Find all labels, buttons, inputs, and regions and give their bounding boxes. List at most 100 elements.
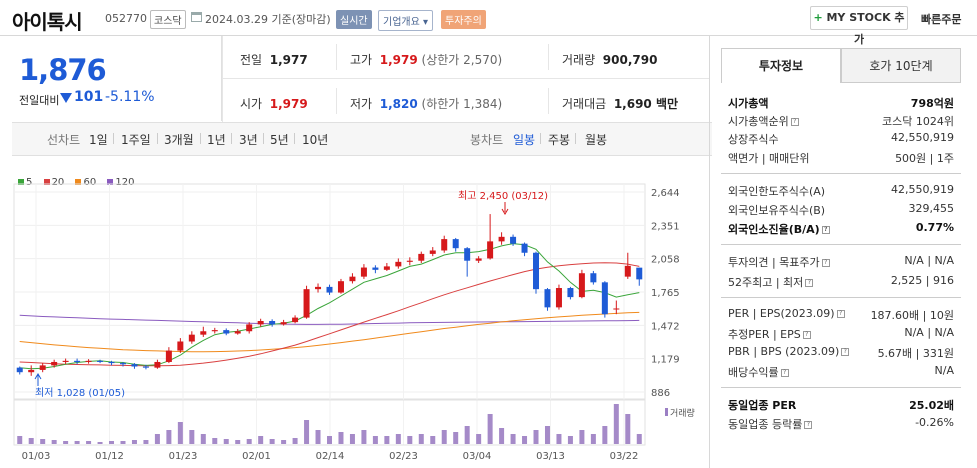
volume-bar xyxy=(166,430,172,444)
volume-bar xyxy=(544,426,550,444)
candle-body xyxy=(142,366,149,368)
ma-legend: 5 20 60 120 xyxy=(18,177,143,188)
volume-bar xyxy=(522,436,528,444)
y-tick-label: 1,765 xyxy=(651,288,680,299)
candle-weekly[interactable]: 주봉 xyxy=(548,133,571,147)
candle-body xyxy=(475,258,482,261)
candle-body xyxy=(601,282,608,315)
volume-bar xyxy=(28,438,34,444)
volume-pane xyxy=(13,399,646,446)
candle-body xyxy=(349,276,356,282)
volume-bar xyxy=(349,434,355,444)
volume-bar xyxy=(131,440,137,444)
volume-bar xyxy=(567,436,573,444)
add-mystock-label: MY STOCK 추가 xyxy=(826,11,905,46)
period-sep xyxy=(113,133,114,144)
low-annotation: 최저 1,028 (01/05) xyxy=(35,387,125,399)
x-tick-label: 02/01 xyxy=(242,451,271,462)
candle-body xyxy=(257,321,264,325)
volume-bar xyxy=(625,414,631,444)
candle-body xyxy=(510,236,517,244)
candle-body xyxy=(498,236,505,242)
legend-ma5: 5 xyxy=(18,177,32,188)
period-sep xyxy=(540,133,541,144)
stock-chart[interactable]: 2,644 2,351 2,058 1,765 1,472 1,179 886 거래량 01… xyxy=(0,160,710,468)
prev-close: 전일 1,977 xyxy=(240,53,308,67)
w52: 2,525 | 916 xyxy=(890,274,954,287)
candle-body xyxy=(223,330,230,334)
period-sep xyxy=(231,133,232,144)
help-icon: ? xyxy=(821,259,830,267)
y-tick-label: 1,472 xyxy=(651,321,680,332)
period-5y[interactable]: 5년 xyxy=(270,133,289,147)
tab-quote-10[interactable]: 호가 10단계 xyxy=(841,48,961,83)
help-icon: ? xyxy=(821,226,830,234)
section-divider xyxy=(721,173,961,174)
volume-bar xyxy=(269,439,275,444)
period-3y[interactable]: 3년 xyxy=(239,133,258,147)
help-icon: ? xyxy=(790,118,799,126)
volume-bar xyxy=(590,434,596,444)
tab-invest-info[interactable]: 투자정보 xyxy=(721,48,841,83)
ma120-line xyxy=(19,314,640,325)
section-divider xyxy=(721,297,961,298)
volume-bar xyxy=(292,438,298,444)
opinion: N/A | N/A xyxy=(904,254,954,267)
candle-body xyxy=(452,239,459,249)
low-price: 저가 1,820 (하한가 1,384) xyxy=(350,97,503,111)
company-overview-dropdown[interactable]: 기업개요 ▾ xyxy=(378,10,433,31)
candle-body xyxy=(315,286,322,290)
volume-bar xyxy=(177,422,183,444)
add-mystock-button[interactable]: + MY STOCK 추가 xyxy=(810,6,908,46)
candle-body xyxy=(533,252,540,290)
down-triangle-icon xyxy=(60,93,72,103)
candle-body xyxy=(383,266,390,270)
period-1w[interactable]: 1주일 xyxy=(121,133,151,147)
market-cap-label: 시가총액 xyxy=(728,97,769,110)
candle-body xyxy=(578,273,585,298)
candle-body xyxy=(303,289,310,318)
price-change: 101 xyxy=(74,89,104,105)
volume-bar xyxy=(372,436,378,444)
per-label: PER | EPS(2023.09)? xyxy=(728,307,845,320)
volume-bar xyxy=(200,434,206,444)
candle-body xyxy=(429,250,436,254)
candle-body xyxy=(567,288,574,298)
volume-bar xyxy=(304,420,310,444)
volume: 거래량 900,790 xyxy=(562,53,658,67)
volume-bar xyxy=(430,436,436,444)
volume-bar xyxy=(418,434,424,444)
quick-order-link[interactable]: 빠른주문 xyxy=(921,13,962,26)
period-10y[interactable]: 10년 xyxy=(302,133,329,147)
candle-monthly[interactable]: 월봉 xyxy=(585,133,608,147)
volume-bar xyxy=(464,426,470,444)
volume-bar xyxy=(338,432,344,444)
x-tick-label: 03/13 xyxy=(536,451,565,462)
period-1d[interactable]: 1일 xyxy=(89,133,108,147)
realtime-badge[interactable]: 실시간 xyxy=(336,10,372,29)
candle-body xyxy=(246,324,253,332)
opinion-label: 투자의견 | 목표주가? xyxy=(728,254,830,270)
legend-ma20: 20 xyxy=(43,177,64,188)
period-sep xyxy=(157,133,158,144)
dividend: N/A xyxy=(934,364,954,377)
candle-body xyxy=(154,361,161,368)
candle-body xyxy=(372,267,379,270)
sector-rate-label: 동일업종 등락률? xyxy=(728,416,813,432)
x-tick-label: 01/03 xyxy=(22,451,51,462)
volume-bar xyxy=(315,430,321,444)
candle-body xyxy=(39,365,46,370)
y-tick-label: 886 xyxy=(651,388,670,399)
candle-body xyxy=(97,360,104,362)
legend-ma60: 60 xyxy=(75,177,96,188)
panel-divider xyxy=(709,36,710,468)
period-3m[interactable]: 3개월 xyxy=(164,133,194,147)
foreign-limit: 42,550,919 xyxy=(891,183,954,196)
period-1y[interactable]: 1년 xyxy=(207,133,226,147)
volume-bar xyxy=(281,440,287,444)
candle-body xyxy=(28,369,35,373)
volume-bar xyxy=(453,432,459,444)
candle-daily[interactable]: 일봉 xyxy=(513,133,536,147)
sector-per-label: 동일업종 PER xyxy=(728,399,797,412)
y-tick-label: 1,179 xyxy=(651,355,680,366)
